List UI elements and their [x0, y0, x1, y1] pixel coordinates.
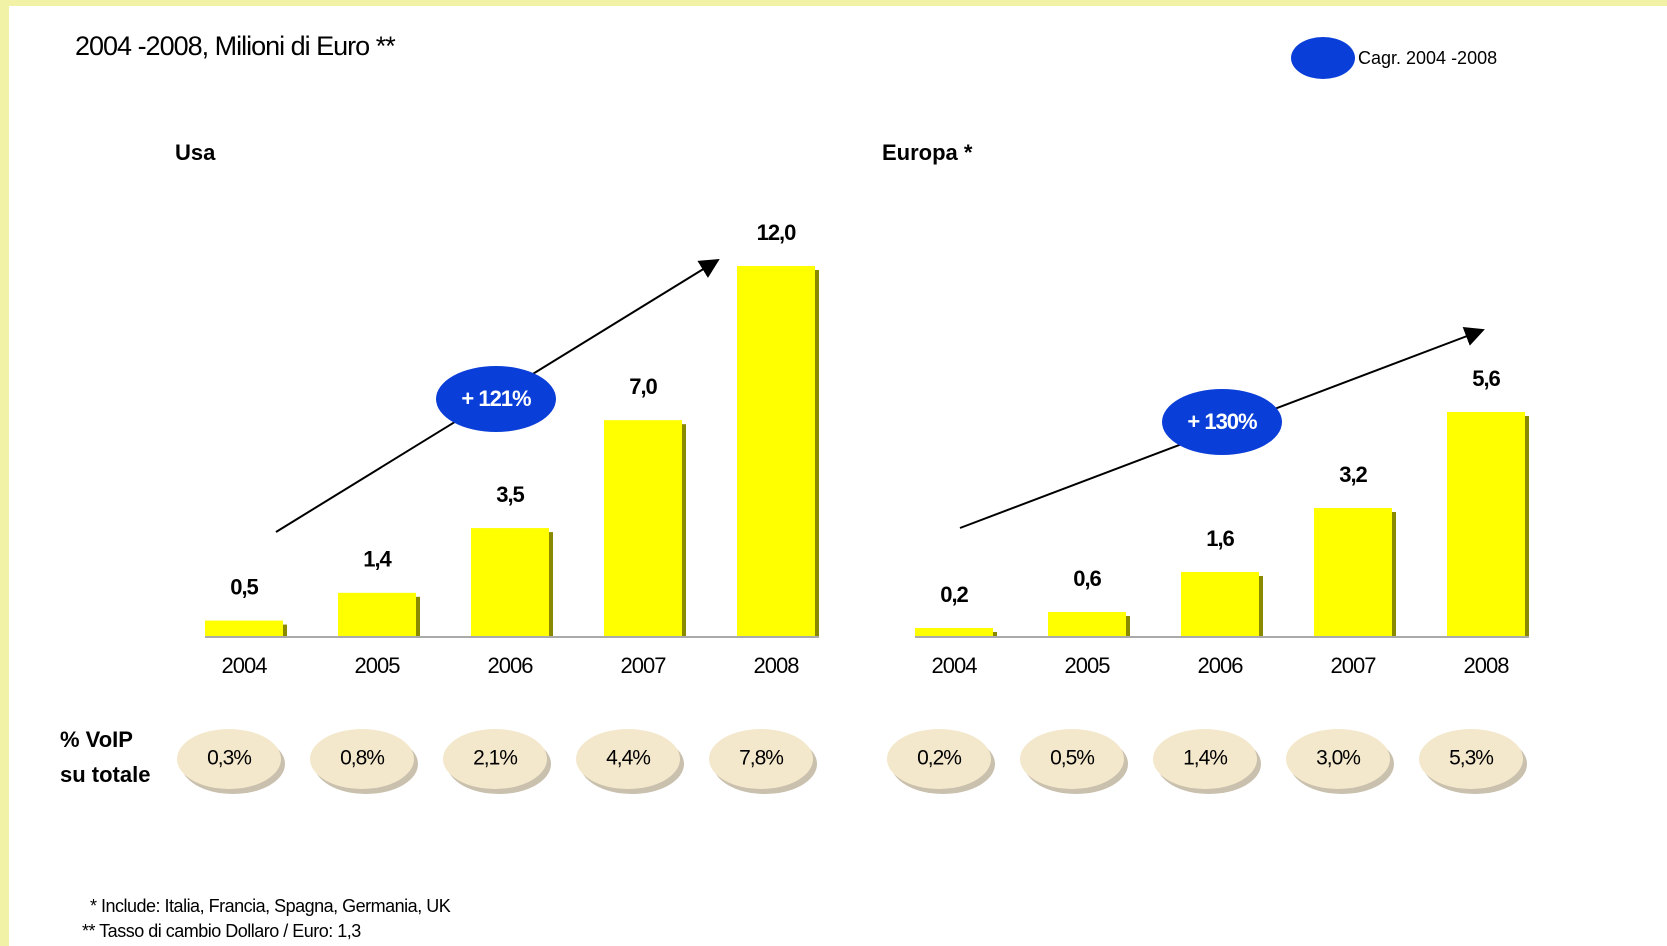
- value-label: 0,6: [1073, 566, 1101, 591]
- share-bubble: [1286, 729, 1390, 789]
- value-label: 1,6: [1206, 526, 1234, 551]
- share-label: su totale: [60, 762, 150, 787]
- share-bubble: [1153, 729, 1257, 789]
- legend-swatch: [1291, 37, 1355, 79]
- cagr-label: + 121%: [461, 386, 531, 411]
- x-tick-label: 2004: [222, 653, 268, 678]
- cagr-label: + 130%: [1187, 409, 1257, 434]
- x-tick-label: 2006: [488, 653, 534, 678]
- x-tick-label: 2007: [1331, 653, 1377, 678]
- bar: [1048, 612, 1126, 636]
- bar: [205, 620, 283, 636]
- share-value: 7,8%: [739, 747, 783, 770]
- x-tick-label: 2005: [1065, 653, 1111, 678]
- share-value: 0,2%: [917, 747, 961, 770]
- value-label: 12,0: [757, 220, 797, 245]
- bar: [1181, 572, 1259, 636]
- share-value: 0,3%: [207, 747, 251, 770]
- share-value: 0,8%: [340, 747, 384, 770]
- value-label: 0,5: [230, 574, 258, 599]
- share-label: % VoIP: [60, 727, 133, 752]
- x-tick-label: 2007: [621, 653, 667, 678]
- x-tick-label: 2004: [932, 653, 978, 678]
- share-value: 5,3%: [1449, 747, 1493, 770]
- x-tick-label: 2005: [355, 653, 401, 678]
- footnote: ** Tasso di cambio Dollaro / Euro: 1,3: [82, 921, 361, 941]
- value-label: 0,2: [940, 582, 968, 607]
- page-title: 2004 -2008, Milioni di Euro **: [75, 31, 396, 61]
- value-label: 7,0: [629, 374, 657, 399]
- cagr-bubble: [436, 366, 556, 432]
- share-bubble: [310, 729, 414, 789]
- bar: [604, 420, 682, 636]
- value-label: 5,6: [1472, 366, 1500, 391]
- share-bubble: [443, 729, 547, 789]
- footnote: * Include: Italia, Francia, Spagna, Germ…: [90, 896, 451, 916]
- share-bubble: [887, 729, 991, 789]
- share-value: 3,0%: [1316, 747, 1360, 770]
- share-value: 2,1%: [473, 747, 517, 770]
- cagr-bubble: [1162, 389, 1282, 455]
- bar: [737, 266, 815, 636]
- x-tick-label: 2006: [1198, 653, 1244, 678]
- x-tick-label: 2008: [1464, 653, 1510, 678]
- legend-label: Cagr. 2004 -2008: [1358, 48, 1497, 68]
- chart-title: Europa *: [882, 140, 973, 165]
- bar: [471, 528, 549, 636]
- share-bubble: [576, 729, 680, 789]
- chart-title: Usa: [175, 140, 216, 165]
- bar: [1314, 508, 1392, 636]
- share-value: 4,4%: [606, 747, 650, 770]
- share-bubble: [709, 729, 813, 789]
- share-bubble: [1419, 729, 1523, 789]
- x-tick-label: 2008: [754, 653, 800, 678]
- share-value: 1,4%: [1183, 747, 1227, 770]
- share-value: 0,5%: [1050, 747, 1094, 770]
- value-label: 1,4: [363, 547, 392, 572]
- share-bubble: [177, 729, 281, 789]
- value-label: 3,2: [1339, 462, 1367, 487]
- frame-top: [0, 0, 1667, 6]
- value-label: 3,5: [496, 482, 524, 507]
- frame-left: [0, 0, 9, 946]
- share-bubble: [1020, 729, 1124, 789]
- bar: [1447, 412, 1525, 636]
- bar: [915, 628, 993, 636]
- bar: [338, 592, 416, 636]
